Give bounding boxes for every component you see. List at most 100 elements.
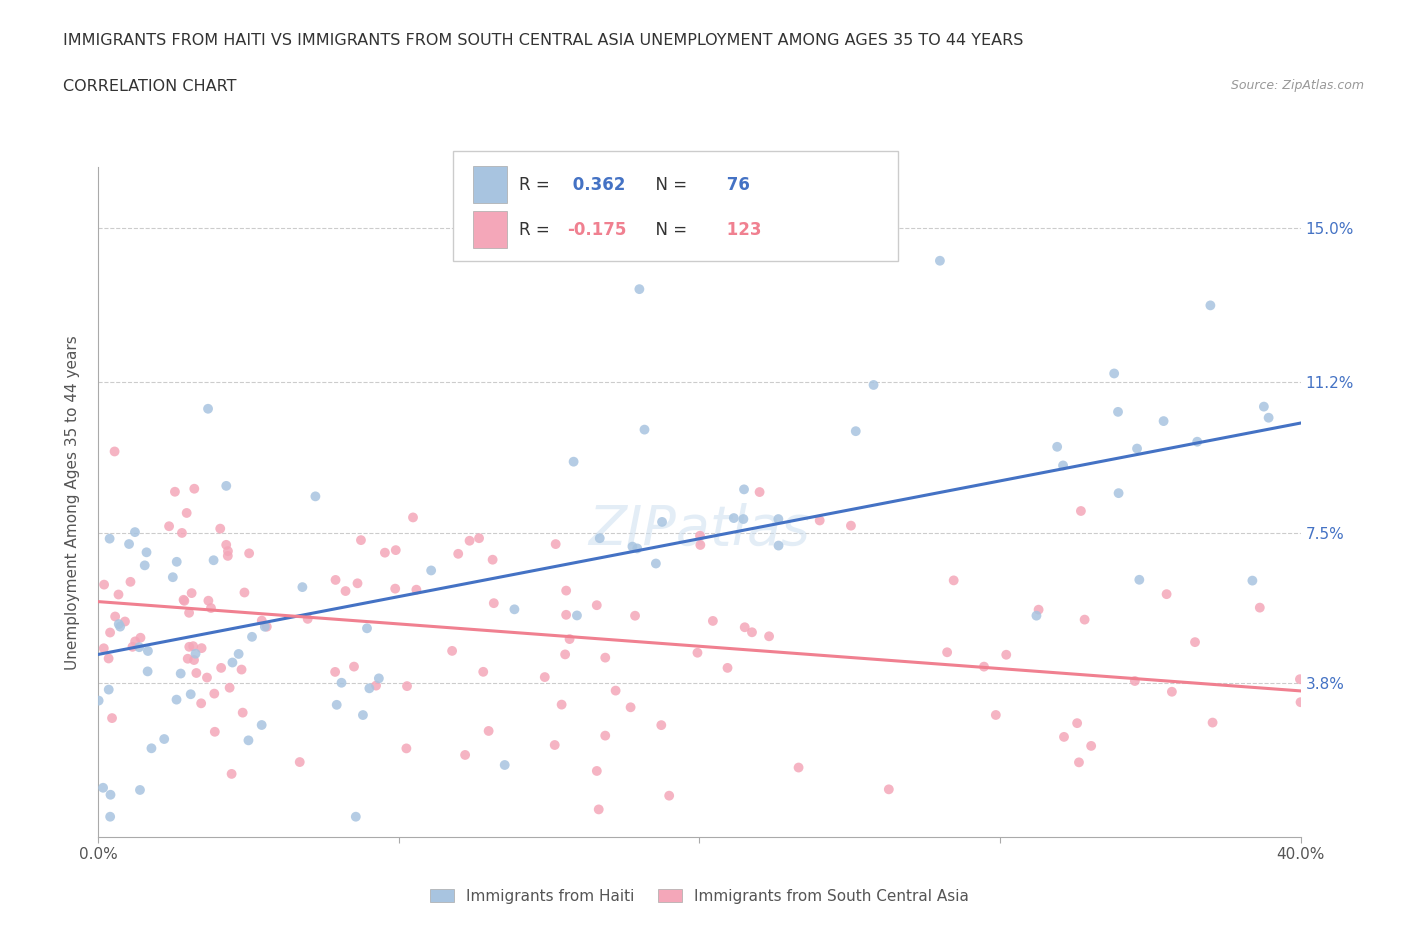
Point	[984, 708, 1007, 723]
Point	[565, 608, 588, 623]
Y-axis label: Unemployment Among Ages 35 to 44 years: Unemployment Among Ages 35 to 44 years	[65, 335, 80, 670]
Point	[195, 671, 218, 685]
Point	[1080, 738, 1102, 753]
Point	[787, 760, 810, 775]
Point	[232, 705, 254, 720]
Point	[458, 533, 481, 548]
Text: 76: 76	[721, 176, 749, 193]
Point	[91, 780, 114, 795]
Point	[166, 554, 188, 569]
Point	[658, 789, 681, 804]
Point	[877, 782, 900, 797]
Point	[134, 558, 156, 573]
Point	[734, 619, 756, 634]
Point	[343, 659, 366, 674]
Point	[209, 660, 232, 675]
Point	[250, 613, 273, 628]
Point	[733, 512, 755, 526]
Point	[218, 680, 240, 695]
Point	[995, 647, 1018, 662]
Text: CORRELATION CHART: CORRELATION CHART	[63, 79, 236, 94]
Point	[1187, 434, 1209, 449]
Text: 123: 123	[721, 220, 762, 239]
Point	[121, 640, 143, 655]
Point	[741, 625, 763, 640]
Point	[768, 538, 790, 553]
Point	[494, 758, 516, 773]
Point	[250, 718, 273, 733]
Point	[184, 646, 207, 661]
Point	[136, 664, 159, 679]
Point	[197, 593, 219, 608]
Point	[135, 545, 157, 560]
Point	[124, 525, 146, 539]
Point	[129, 631, 152, 645]
Point	[173, 592, 195, 607]
Point	[180, 586, 202, 601]
Point	[200, 601, 222, 616]
FancyBboxPatch shape	[474, 211, 508, 247]
Point	[98, 625, 121, 640]
Point	[233, 585, 256, 600]
Point	[1070, 503, 1092, 518]
Point	[136, 644, 159, 658]
Point	[297, 611, 319, 626]
Point	[359, 681, 381, 696]
Point	[748, 485, 770, 499]
Point	[350, 533, 373, 548]
Point	[593, 728, 616, 743]
Point	[929, 253, 952, 268]
Point	[101, 711, 124, 725]
Point	[1102, 366, 1125, 381]
Point	[323, 664, 346, 679]
Point	[238, 546, 260, 561]
Point	[585, 598, 607, 613]
Point	[702, 614, 724, 629]
Point	[1073, 612, 1095, 627]
Point	[1067, 755, 1090, 770]
Point	[114, 614, 136, 629]
Point	[651, 514, 673, 529]
Point	[215, 478, 238, 493]
Text: R =: R =	[519, 176, 555, 193]
Point	[93, 641, 115, 656]
Point	[374, 545, 396, 560]
Point	[162, 570, 184, 585]
Point	[256, 619, 278, 634]
Point	[942, 573, 965, 588]
Point	[346, 576, 368, 591]
Point	[633, 422, 655, 437]
Point	[585, 764, 607, 778]
Point	[650, 718, 672, 733]
Point	[157, 519, 180, 534]
Point	[217, 549, 239, 564]
Point	[1253, 399, 1275, 414]
Point	[395, 679, 418, 694]
Point	[588, 802, 610, 817]
Point	[839, 518, 862, 533]
Point	[335, 584, 357, 599]
Point	[628, 282, 651, 297]
Point	[402, 510, 425, 525]
Point	[1123, 673, 1146, 688]
Point	[176, 506, 198, 521]
Point	[231, 662, 253, 677]
Point	[1053, 729, 1076, 744]
Point	[364, 678, 387, 693]
Point	[228, 646, 250, 661]
Point	[179, 639, 201, 654]
Point	[1241, 573, 1264, 588]
Point	[204, 724, 226, 739]
Point	[768, 512, 790, 526]
Point	[1052, 458, 1074, 472]
Point	[181, 639, 204, 654]
Point	[166, 692, 188, 707]
Point	[1289, 671, 1312, 686]
Text: R =: R =	[519, 220, 555, 239]
Point	[689, 538, 711, 552]
Point	[589, 531, 612, 546]
Point	[1025, 608, 1047, 623]
Point	[238, 733, 260, 748]
Point	[93, 578, 115, 592]
Point	[202, 552, 225, 567]
